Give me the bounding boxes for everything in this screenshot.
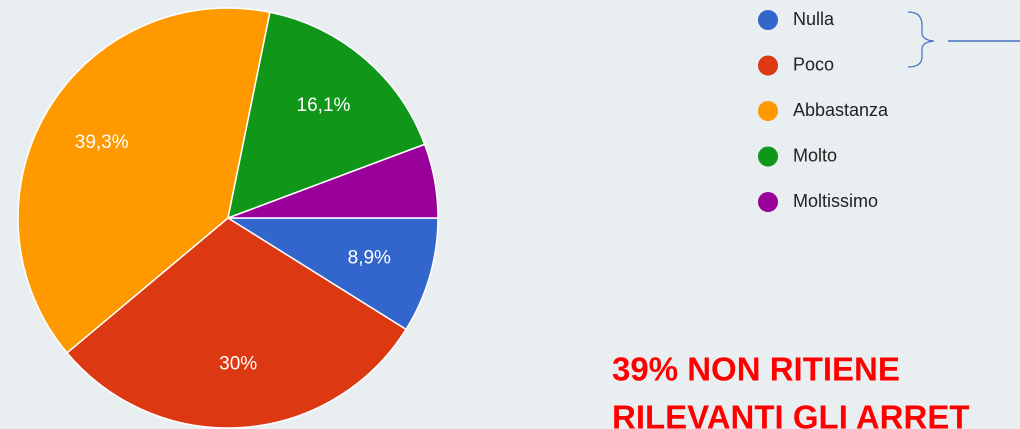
pie-slice xyxy=(17,7,271,354)
pie-slice xyxy=(227,143,439,219)
legend-marker xyxy=(758,192,778,212)
slice-label: 16,1% xyxy=(297,95,351,116)
legend-marker xyxy=(758,10,778,30)
legend-label: Nulla xyxy=(793,9,835,29)
legend-marker xyxy=(758,146,778,167)
legend-label: Moltissimo xyxy=(793,191,878,211)
slice-label: 30% xyxy=(219,354,257,375)
slice-label: 39,3% xyxy=(75,132,129,153)
legend-label: Molto xyxy=(793,145,837,165)
legend-marker xyxy=(758,101,778,121)
annotation-line: 39% NON RITIENE xyxy=(612,351,900,388)
legend-marker xyxy=(758,55,778,76)
legend-label: Abbastanza xyxy=(793,100,889,120)
pie-slice xyxy=(65,217,408,429)
pie-slice xyxy=(225,217,439,331)
pie-slice xyxy=(226,11,426,220)
annotation-line: RILEVANTI GLI ARRET xyxy=(612,399,970,429)
brace xyxy=(907,11,935,68)
slice-label: 8,9% xyxy=(348,248,391,269)
legend-label: Poco xyxy=(793,54,834,74)
